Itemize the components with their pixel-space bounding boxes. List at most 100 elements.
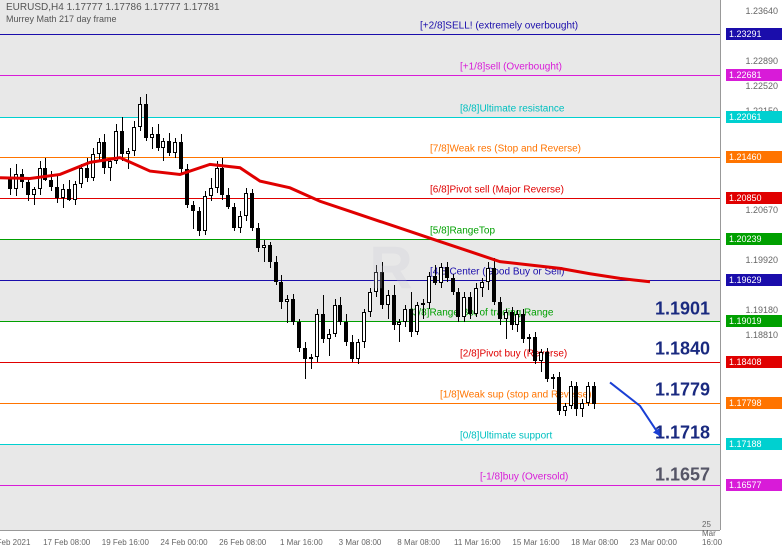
candle-wick: [329, 329, 330, 356]
candle-body: [474, 288, 478, 313]
candle-body: [397, 322, 401, 325]
candle-body: [574, 386, 578, 409]
candle-body: [362, 312, 366, 342]
murrey-math-label: [7/8]Weak res (Stop and Reverse): [430, 143, 581, 154]
price-tick: 1.20670: [745, 205, 778, 215]
candle-body: [156, 134, 160, 147]
candle-body: [445, 267, 449, 278]
candle-body: [120, 131, 124, 154]
candle-body: [403, 309, 407, 322]
candle-body: [285, 299, 289, 302]
candle-body: [309, 357, 313, 359]
murrey-math-label: [5/8]RangeTop: [430, 225, 495, 236]
price-tick: 1.22890: [745, 56, 778, 66]
candle-body: [268, 245, 272, 262]
indicator-label: Murrey Math 217 day frame: [6, 14, 117, 24]
price-level-box: 1.23291: [726, 28, 782, 40]
chart-area[interactable]: [+2/8]SELL! (extremely overbought)[+1/8]…: [0, 0, 720, 530]
price-level-box: 1.21460: [726, 151, 782, 163]
candle-body: [203, 196, 207, 232]
candle-body: [368, 292, 372, 312]
price-tick: 1.22520: [745, 81, 778, 91]
candle-body: [486, 268, 490, 281]
candle-body: [592, 386, 596, 404]
time-tick: 11 Mar 16:00: [454, 538, 501, 547]
candle-body: [303, 348, 307, 359]
candle-body: [126, 151, 130, 154]
price-level-box: 1.16577: [726, 479, 782, 491]
candle-body: [262, 245, 266, 248]
candle-body: [14, 174, 18, 189]
candle-body: [427, 276, 431, 303]
price-tick: 1.23640: [745, 6, 778, 16]
murrey-math-line: [0, 321, 720, 322]
price-level-box: 1.22061: [726, 111, 782, 123]
candle-body: [580, 403, 584, 410]
candle-body: [291, 299, 295, 322]
price-axis: 1.236401.228901.225201.221501.206701.199…: [720, 0, 782, 530]
candle-body: [215, 168, 219, 188]
murrey-math-line: [0, 34, 720, 35]
time-tick: 3 Mar 08:00: [339, 538, 382, 547]
murrey-math-label: [+2/8]SELL! (extremely overbought): [420, 21, 578, 32]
candle-body: [527, 337, 531, 339]
candle-body: [209, 188, 213, 196]
candle-body: [569, 386, 573, 406]
price-level-box: 1.19629: [726, 274, 782, 286]
candle-body: [545, 352, 549, 379]
candle-body: [586, 386, 590, 403]
candle-body: [462, 297, 466, 317]
key-price-label: 1.1901: [655, 298, 710, 319]
candle-body: [161, 141, 165, 148]
candle-body: [256, 228, 260, 248]
key-price-label: 1.1779: [655, 380, 710, 401]
overbought-oversold-zone: [0, 444, 720, 530]
candle-body: [108, 161, 112, 168]
candle-body: [185, 169, 189, 205]
price-level-box: 1.19019: [726, 315, 782, 327]
candle-body: [374, 272, 378, 292]
price-tick: 1.19920: [745, 255, 778, 265]
candle-body: [61, 189, 65, 198]
candle-body: [144, 104, 148, 138]
murrey-math-line: [0, 198, 720, 199]
candle-body: [533, 337, 537, 361]
murrey-math-label: [6/8]Pivot sell (Major Reverse): [430, 184, 564, 195]
price-level-box: 1.17188: [726, 438, 782, 450]
candle-body: [191, 205, 195, 212]
murrey-math-line: [0, 117, 720, 118]
candle-body: [333, 305, 337, 334]
price-level-box: 1.18408: [726, 356, 782, 368]
candle-body: [114, 131, 118, 161]
candle-body: [498, 302, 502, 319]
time-tick: 19 Feb 16:00: [102, 538, 149, 547]
candle-body: [97, 142, 101, 154]
candle-body: [67, 189, 71, 200]
candle-body: [539, 352, 543, 361]
murrey-math-label: [2/8]Pivot buy (Reverse): [460, 348, 567, 359]
candle-body: [439, 267, 443, 283]
key-price-label: 1.1718: [655, 422, 710, 443]
candle-body: [468, 297, 472, 314]
candle-body: [451, 278, 455, 291]
price-tick: 1.19180: [745, 305, 778, 315]
candle-body: [244, 193, 248, 216]
murrey-math-line: [0, 239, 720, 240]
murrey-math-line: [0, 280, 720, 281]
candle-body: [279, 282, 283, 302]
candle-body: [38, 168, 42, 189]
candle-body: [8, 178, 12, 189]
candle-body: [356, 342, 360, 359]
candle-body: [321, 314, 325, 339]
murrey-math-label: [3/8]Range Bot of trading Range: [410, 307, 553, 318]
candle-body: [386, 295, 390, 305]
candle-body: [492, 268, 496, 302]
candle-body: [32, 189, 36, 194]
candle-body: [515, 314, 519, 325]
murrey-math-line: [0, 362, 720, 363]
candle-body: [327, 334, 331, 339]
murrey-math-label: [8/8]Ultimate resistance: [460, 103, 565, 114]
key-price-label: 1.1657: [655, 464, 710, 485]
candle-body: [480, 282, 484, 289]
candle-body: [91, 154, 95, 177]
